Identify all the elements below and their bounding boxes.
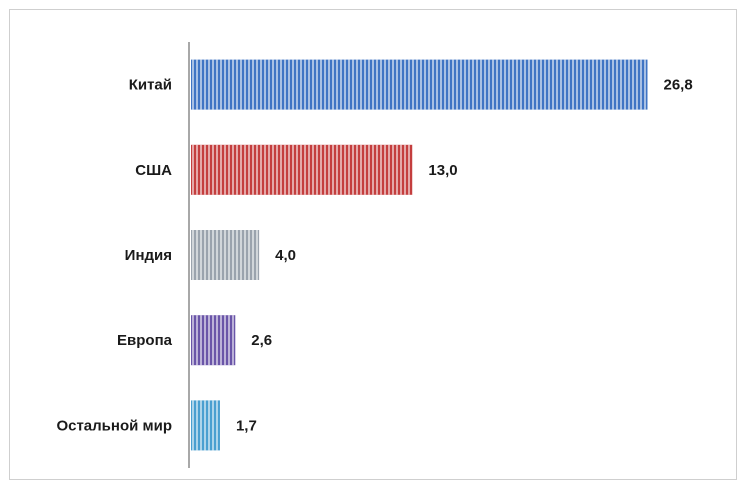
category-label: Китай	[129, 77, 172, 94]
value-label: 13,0	[428, 162, 457, 179]
bar-4	[191, 400, 220, 451]
bar-3	[191, 315, 236, 366]
category-label: Остальной мир	[56, 417, 172, 434]
bar-stripes	[191, 315, 236, 366]
bar-1	[191, 144, 413, 195]
category-label: США	[135, 162, 172, 179]
value-label: 26,8	[663, 77, 692, 94]
bar-stripes	[191, 400, 220, 451]
bar-stripes	[191, 59, 648, 110]
bar-2	[191, 230, 260, 280]
bars-group	[191, 59, 648, 451]
category-label: Европа	[117, 332, 173, 349]
value-labels-group: 26,8 13,0 4,0 2,6 1,7	[236, 77, 693, 435]
category-labels-group: Китай США Индия Европа Остальной мир	[56, 77, 172, 435]
bar-0	[191, 59, 648, 110]
value-label: 4,0	[275, 247, 296, 264]
bar-stripes	[191, 144, 413, 195]
category-label: Индия	[125, 247, 172, 264]
bar-stripes	[191, 230, 260, 280]
value-label: 2,6	[251, 332, 272, 349]
value-label: 1,7	[236, 417, 257, 434]
